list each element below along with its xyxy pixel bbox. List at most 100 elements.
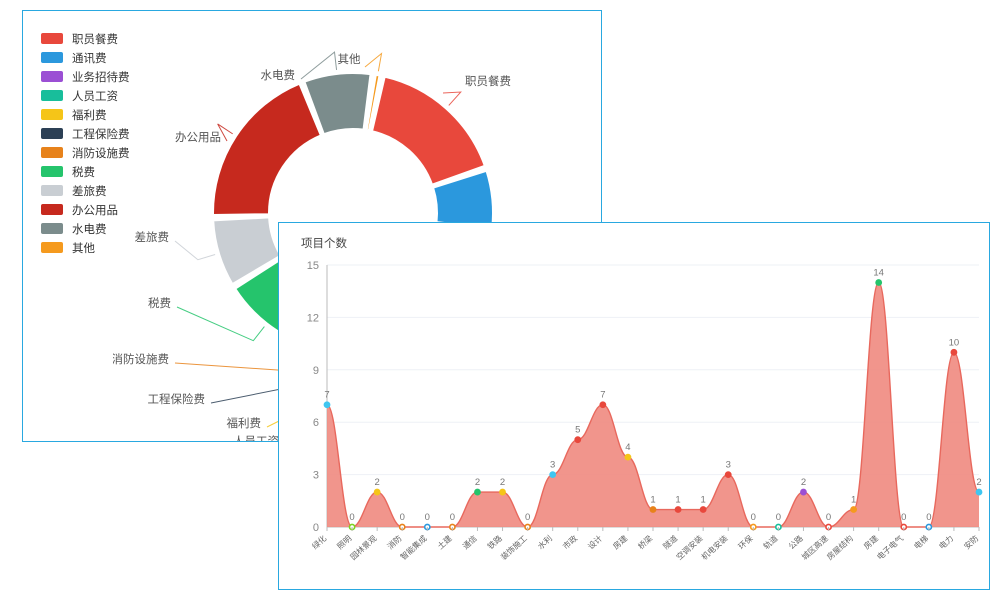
data-point[interactable]	[624, 453, 632, 461]
data-point-label: 14	[873, 267, 884, 278]
legend-item[interactable]: 人员工资	[41, 86, 161, 105]
data-point-label: 2	[500, 477, 505, 488]
data-point-label: 7	[324, 390, 329, 401]
legend-item[interactable]: 工程保险费	[41, 124, 161, 143]
legend-color-swatch	[41, 33, 63, 44]
x-axis-tick-label: 通信	[460, 533, 479, 551]
legend-item[interactable]: 消防设施费	[41, 143, 161, 162]
data-point-label: 2	[375, 477, 380, 488]
legend-item-label: 职员餐费	[72, 33, 118, 46]
y-axis-tick-label: 3	[313, 470, 319, 482]
x-axis-tick-label: 土建	[435, 533, 454, 551]
legend-item-label: 办公用品	[72, 204, 118, 217]
x-axis-tick-label: 机电安装	[699, 533, 729, 562]
data-point-label: 0	[751, 512, 756, 523]
x-axis-tick-label: 绿化	[310, 533, 329, 551]
donut-callout-label: 水电费	[261, 69, 296, 82]
x-axis-tick-label: 电子电气	[875, 533, 905, 562]
data-point-label: 0	[525, 512, 530, 523]
legend-item[interactable]: 办公用品	[41, 200, 161, 219]
data-point[interactable]	[875, 279, 883, 286]
y-axis-tick-label: 12	[307, 312, 319, 324]
donut-slice[interactable]	[371, 75, 486, 186]
legend-color-swatch	[41, 223, 63, 234]
data-point-label: 1	[851, 495, 856, 506]
legend-color-swatch	[41, 147, 63, 158]
donut-slice[interactable]	[212, 82, 322, 216]
x-axis-tick-label: 智能集成	[398, 533, 428, 562]
data-point[interactable]	[674, 506, 682, 513]
x-axis-tick-label: 消防	[385, 533, 404, 551]
data-point[interactable]	[373, 488, 381, 496]
data-point[interactable]	[950, 348, 958, 356]
legend-color-swatch	[41, 90, 63, 101]
legend-item[interactable]: 福利费	[41, 105, 161, 124]
legend-item[interactable]: 水电费	[41, 219, 161, 238]
data-point-label: 4	[625, 442, 630, 453]
data-point[interactable]	[599, 401, 607, 409]
donut-slice[interactable]	[212, 216, 282, 286]
legend-item-label: 福利费	[72, 109, 107, 122]
data-point-label: 2	[801, 477, 806, 488]
data-point[interactable]	[474, 488, 481, 496]
data-point[interactable]	[850, 506, 858, 513]
data-point[interactable]	[699, 506, 707, 513]
project-count-panel: 项目个数 0 3 6 9 12 15 7 绿化 0 照明 2 园林景观 0 消防 0 智能集成 0 土建 2 通信 2 铁…	[278, 222, 990, 590]
donut-callout-label: 税费	[148, 296, 171, 310]
legend-item-label: 税费	[72, 166, 95, 179]
data-point[interactable]	[574, 436, 582, 444]
y-axis-tick-label: 6	[313, 417, 319, 429]
y-axis-tick-label: 0	[313, 522, 319, 534]
data-point-label: 0	[425, 512, 430, 523]
legend-item-label: 消防设施费	[72, 147, 130, 160]
data-point-label: 0	[826, 512, 831, 523]
x-axis-tick-label: 隧道	[661, 533, 680, 551]
donut-callout-label: 职员餐费	[465, 74, 511, 88]
x-axis-tick-label: 市政	[561, 533, 580, 551]
donut-callout-label: 其他	[338, 53, 361, 66]
donut-callout-line	[300, 51, 338, 80]
donut-callout-label: 福利费	[227, 416, 262, 430]
legend-color-swatch	[41, 128, 63, 139]
data-point-label: 1	[701, 495, 706, 506]
donut-legend: 职员餐费通讯费业务招待费人员工资福利费工程保险费消防设施费税费差旅费办公用品水电…	[41, 29, 161, 257]
x-axis-tick-label: 公路	[786, 533, 805, 551]
data-point[interactable]	[549, 471, 557, 478]
legend-item[interactable]: 通讯费	[41, 48, 161, 67]
data-point[interactable]	[499, 488, 506, 496]
x-axis-tick-label: 照明	[336, 534, 354, 551]
legend-item-label: 其他	[72, 242, 95, 255]
data-point-label: 0	[901, 512, 906, 523]
legend-color-swatch	[41, 242, 63, 253]
data-point[interactable]	[800, 488, 807, 496]
data-point[interactable]	[975, 488, 983, 496]
data-point[interactable]	[649, 506, 657, 513]
legend-item[interactable]: 其他	[41, 238, 161, 257]
donut-callout-label: 工程保险费	[148, 392, 206, 406]
x-axis-tick-label: 房建	[611, 533, 630, 551]
donut-callout-line	[217, 123, 233, 142]
donut-slice[interactable]	[303, 72, 372, 136]
x-axis-tick-label: 房建	[861, 533, 880, 551]
x-axis-tick-label: 设计	[586, 533, 605, 551]
data-point[interactable]	[724, 471, 732, 478]
legend-item-label: 业务招待费	[72, 71, 130, 84]
legend-color-swatch	[41, 185, 63, 196]
legend-item[interactable]: 税费	[41, 162, 161, 181]
data-point-label: 2	[475, 477, 480, 488]
x-axis-tick-label: 装饰施工	[498, 533, 528, 562]
data-point-label: 3	[726, 460, 731, 471]
data-point[interactable]	[323, 401, 331, 409]
chart-axis-title: 项目个数	[301, 238, 347, 250]
data-point-label: 0	[400, 512, 405, 523]
legend-item[interactable]: 职员餐费	[41, 29, 161, 48]
legend-item[interactable]: 差旅费	[41, 181, 161, 200]
data-point-label: 1	[675, 495, 680, 506]
donut-slice[interactable]	[365, 73, 381, 132]
donut-callout-line	[442, 91, 462, 106]
legend-item[interactable]: 业务招待费	[41, 67, 161, 86]
legend-color-swatch	[41, 71, 63, 82]
x-axis-tick-label: 园林景观	[348, 533, 378, 562]
donut-callout-label: 差旅费	[135, 230, 170, 244]
x-axis-tick-label: 安防	[962, 533, 981, 551]
